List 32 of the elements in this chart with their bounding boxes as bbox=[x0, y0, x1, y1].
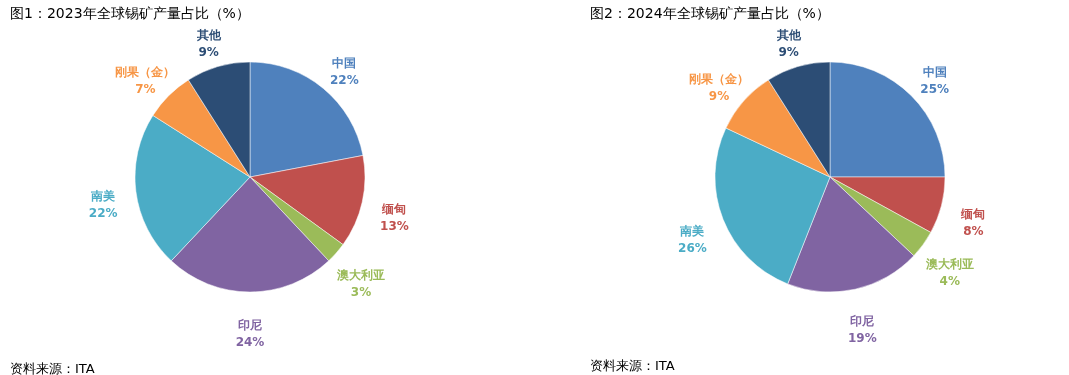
slice-label: 南美 bbox=[90, 188, 116, 203]
slice-label: 刚果（金） bbox=[115, 65, 176, 80]
data-label: 24% bbox=[235, 335, 265, 349]
slice-label: 印尼 bbox=[238, 318, 262, 332]
chart-title: 图1：2023年全球锡矿产量占比（%） bbox=[10, 4, 250, 21]
data-label: 9% bbox=[708, 89, 730, 104]
slice-label: 澳大利亚 bbox=[924, 256, 974, 271]
slice-label: 缅甸 bbox=[960, 206, 986, 221]
text: 资料来源：ITA bbox=[10, 361, 95, 375]
data-label: 4% bbox=[939, 273, 960, 288]
slice-label: 澳大利亚 bbox=[336, 267, 386, 282]
data-label: 3% bbox=[350, 284, 372, 299]
slice-label: 中国 bbox=[332, 55, 357, 70]
slice-label: 印尼 bbox=[850, 314, 875, 329]
data-label: 9% bbox=[778, 44, 799, 59]
slice-label: 其他 bbox=[195, 27, 222, 42]
slice-label: 中国 bbox=[922, 65, 947, 80]
slice-label: 南美 bbox=[679, 224, 705, 239]
slice-label: 缅甸 bbox=[381, 202, 407, 217]
chart-title: 图2：2024年全球锡矿产量占比（%） bbox=[590, 4, 830, 21]
data-label: 9% bbox=[198, 44, 219, 59]
data-label: 26% bbox=[678, 241, 707, 256]
data-label: 22% bbox=[88, 205, 118, 220]
data-label: 7% bbox=[135, 82, 156, 97]
data-label: 25% bbox=[920, 82, 950, 97]
data-label: 13% bbox=[380, 219, 409, 234]
data-label: 8% bbox=[963, 223, 984, 238]
text: 资料来源：ITA bbox=[590, 358, 675, 373]
data-label: 19% bbox=[847, 331, 877, 346]
slice-label: 其他 bbox=[775, 27, 802, 42]
slice-label: 刚果（金） bbox=[688, 72, 749, 87]
data-label: 22% bbox=[329, 72, 359, 87]
